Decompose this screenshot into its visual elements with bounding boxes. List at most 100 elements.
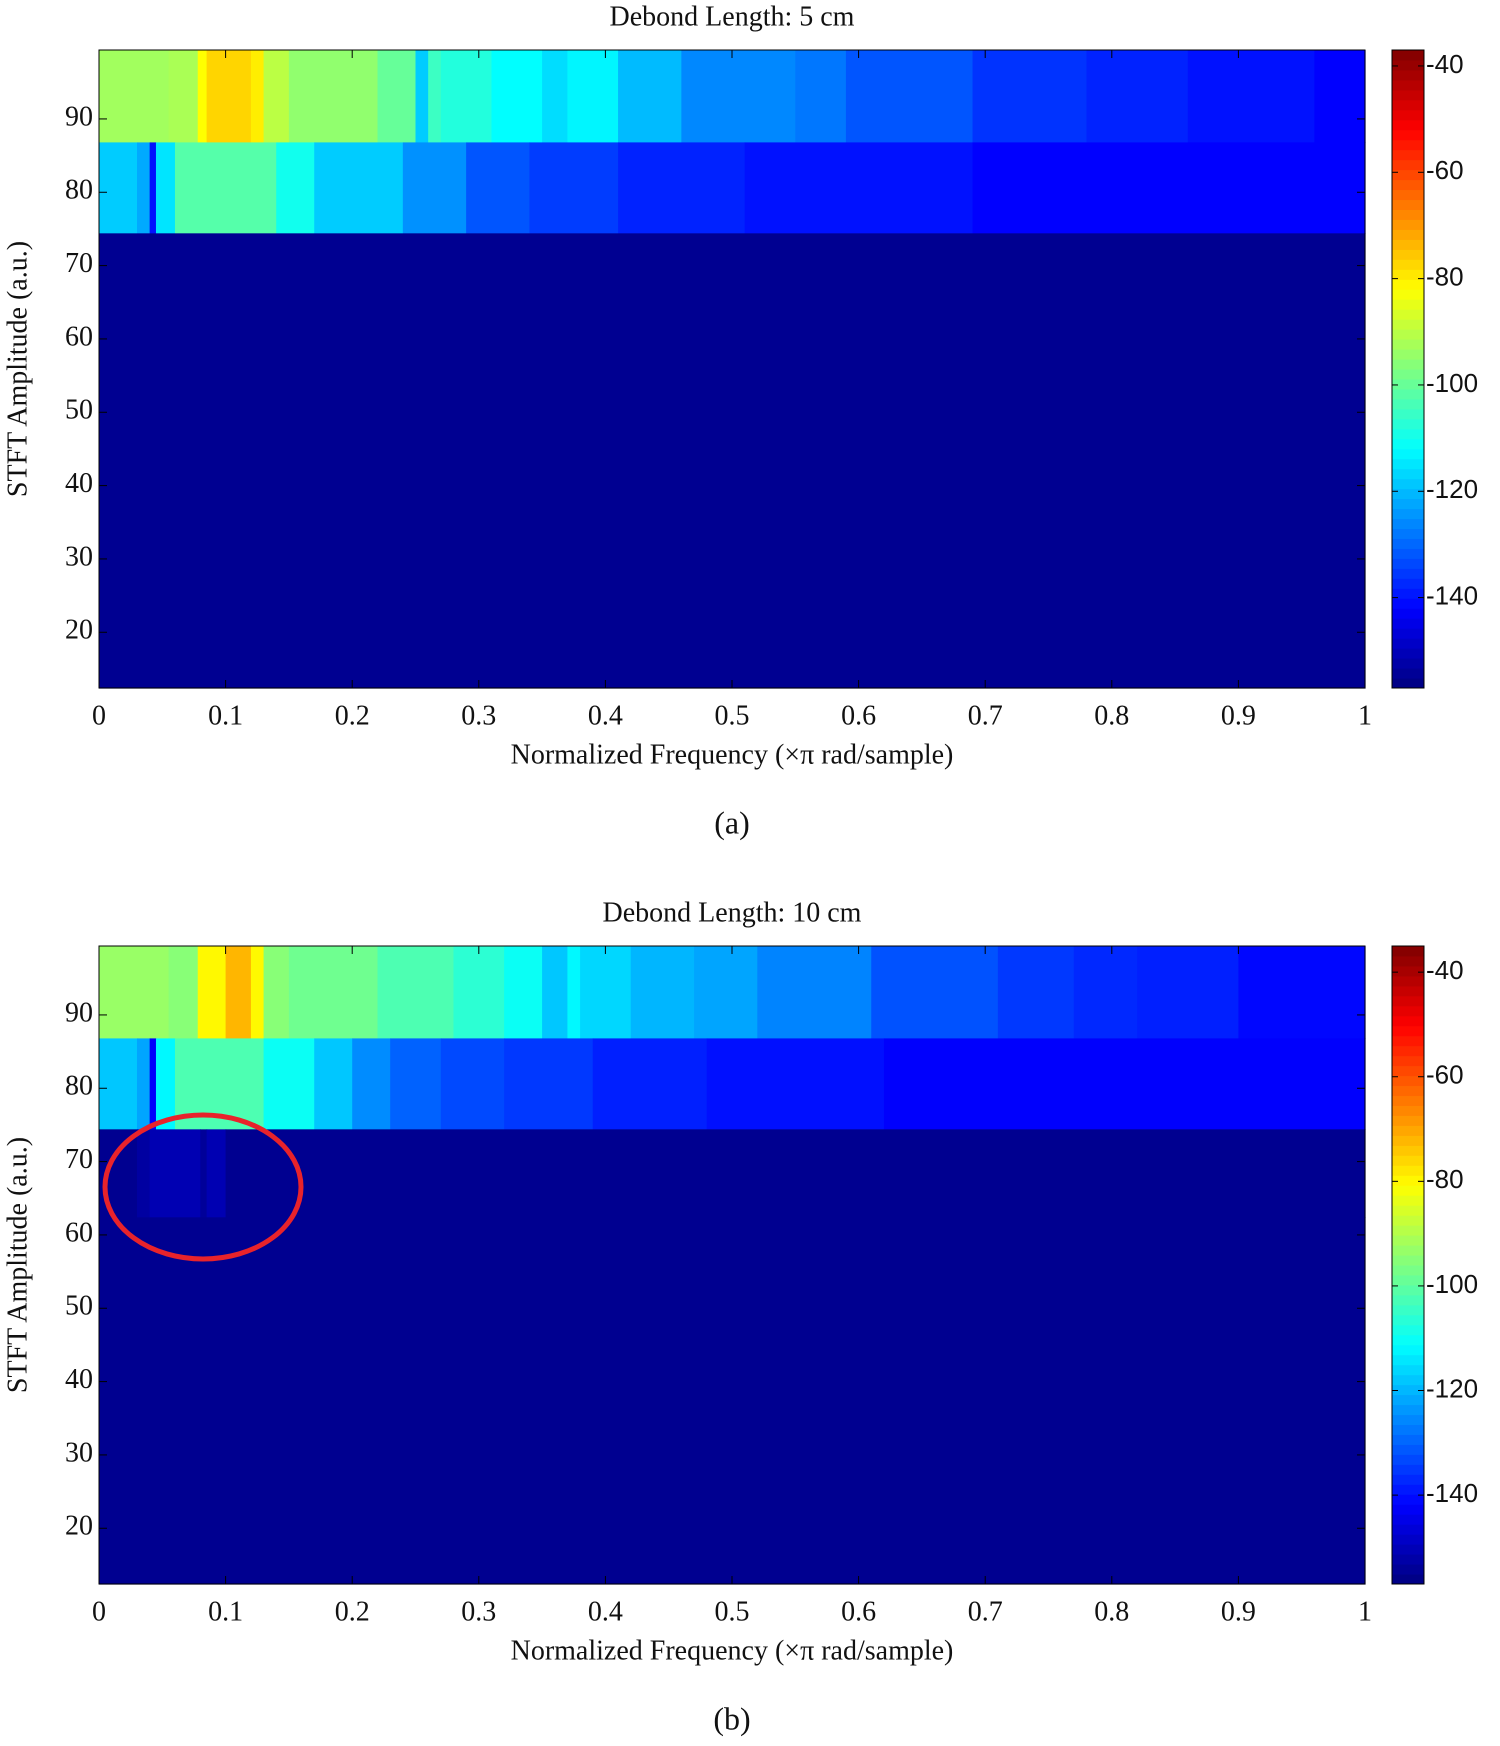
colorbar-step <box>1392 1534 1424 1545</box>
colorbar-step <box>1392 1474 1424 1485</box>
colorbar-tick-label: -140 <box>1426 1478 1478 1508</box>
heatmap-cell <box>1187 50 1315 143</box>
y-tick-label: 40 <box>65 468 93 499</box>
colorbar-tick-label: -140 <box>1426 580 1478 610</box>
colorbar-step <box>1392 209 1424 220</box>
colorbar-step <box>1392 1394 1424 1406</box>
colorbar-step <box>1392 498 1424 510</box>
colorbar-step <box>1392 1265 1424 1276</box>
heatmap-cell <box>402 142 467 234</box>
colorbar-step <box>1392 578 1424 589</box>
heatmap-cell <box>972 142 1366 234</box>
heatmap-cell <box>466 142 531 234</box>
colorbar-step <box>1392 568 1424 579</box>
heatmap-cell <box>744 142 974 234</box>
heatmap-cell <box>225 1129 1366 1218</box>
colorbar-step <box>1392 1434 1424 1445</box>
colorbar-step <box>1392 269 1424 280</box>
colorbar-step <box>1392 1564 1424 1575</box>
x-tick-label: 1 <box>1358 1596 1372 1627</box>
colorbar-step <box>1392 508 1424 520</box>
colorbar-step <box>1392 369 1424 380</box>
colorbar-step <box>1392 319 1424 330</box>
y-tick-label: 20 <box>65 615 93 646</box>
heatmap-cell <box>630 946 695 1039</box>
heatmap-cell <box>149 142 157 234</box>
heatmap-cell <box>580 946 632 1039</box>
heatmap-cell <box>225 946 252 1039</box>
heatmap-cell <box>174 142 277 234</box>
heatmap-cell <box>618 142 746 234</box>
chart-title: Debond Length: 10 cm <box>603 897 862 928</box>
panel: 0 0.1 0.2 0.3 0.4 0.5 0.6 0.7 0.8 0.9 1 20 30 40 50 60 7… <box>2 897 1478 1736</box>
y-tick-label: 40 <box>65 1364 93 1395</box>
heatmap-cell <box>504 946 543 1039</box>
colorbar-step <box>1392 139 1424 151</box>
heatmap-cell <box>618 50 682 143</box>
colorbar-frame <box>1391 49 1425 689</box>
x-tick-label: 0.3 <box>461 700 496 731</box>
colorbar-step <box>1392 648 1424 659</box>
colorbar-step <box>1392 965 1424 977</box>
heatmap-cell <box>542 50 569 143</box>
colorbar-step <box>1392 398 1424 410</box>
colorbar-step <box>1392 339 1424 350</box>
heatmap-cell <box>1086 50 1189 143</box>
colorbar-step <box>1392 448 1424 460</box>
colorbar-step <box>1392 468 1424 480</box>
colorbar-step <box>1392 478 1424 490</box>
colorbar-step <box>1392 69 1424 81</box>
y-tick-label: 90 <box>65 997 93 1028</box>
x-tick-label: 1 <box>1358 700 1372 731</box>
caption: (b) <box>713 1700 750 1736</box>
heatmap-cell <box>250 946 265 1039</box>
colorbar-step <box>1392 1195 1424 1206</box>
colorbar-step <box>1392 1015 1424 1027</box>
colorbar-step <box>1392 1095 1424 1106</box>
colorbar-tick-label: -100 <box>1426 1269 1478 1299</box>
x-tick-label: 0.2 <box>335 700 370 731</box>
colorbar-step <box>1392 946 1424 957</box>
colorbar-step <box>1392 1235 1424 1246</box>
heatmap-cell <box>795 50 847 143</box>
heatmap-cell <box>377 50 417 143</box>
colorbar-step <box>1392 179 1424 191</box>
colorbar-step <box>1392 378 1424 390</box>
colorbar-step <box>1392 359 1424 370</box>
x-tick-label: 0.1 <box>208 700 243 731</box>
colorbar-step <box>1392 1135 1424 1146</box>
heatmap-cell <box>871 946 999 1039</box>
colorbar-step <box>1392 119 1424 131</box>
colorbar-step <box>1392 558 1424 569</box>
heatmap-cell <box>197 50 208 143</box>
heatmap-cell <box>99 1217 1366 1585</box>
x-tick-label: 0 <box>92 700 106 731</box>
colorbar-step <box>1392 329 1424 340</box>
heatmap-cell <box>453 946 505 1039</box>
heatmap-cell <box>390 1038 442 1130</box>
heatmap-cell <box>757 946 872 1039</box>
x-tick-label: 0.6 <box>841 700 876 731</box>
colorbar-step <box>1392 1175 1424 1186</box>
colorbar-step <box>1392 528 1424 539</box>
colorbar-step <box>1392 129 1424 141</box>
colorbar-step <box>1392 388 1424 400</box>
colorbar-step <box>1392 995 1424 1007</box>
colorbar-step <box>1392 1284 1424 1296</box>
colorbar-step <box>1392 598 1424 609</box>
y-tick-label: 80 <box>65 1071 93 1102</box>
colorbar-step <box>1392 1494 1424 1505</box>
colorbar-step <box>1392 1085 1424 1097</box>
colorbar-step <box>1392 1155 1424 1166</box>
heatmap-cell <box>567 50 619 143</box>
colorbar-step <box>1392 1384 1424 1396</box>
colorbar-step <box>1392 1255 1424 1266</box>
colorbar-step <box>1392 1055 1424 1067</box>
colorbar-step <box>1392 149 1424 161</box>
x-tick-label: 0.9 <box>1221 700 1256 731</box>
colorbar-step <box>1392 488 1424 500</box>
colorbar-step <box>1392 1065 1424 1077</box>
colorbar-step <box>1392 1075 1424 1087</box>
colorbar-step <box>1392 975 1424 987</box>
colorbar-step <box>1392 638 1424 649</box>
